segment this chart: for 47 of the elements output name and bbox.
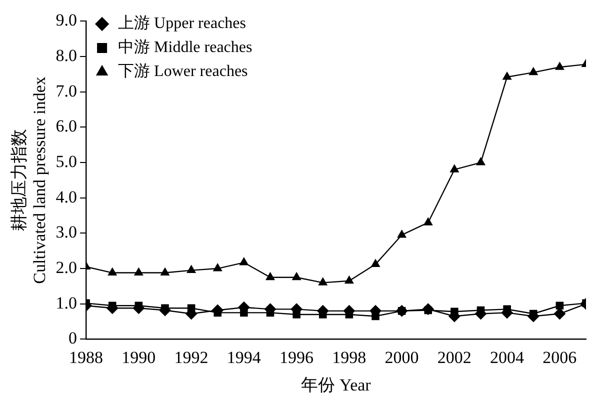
point — [396, 304, 408, 317]
x-tick-label: 2000 — [384, 348, 419, 367]
point — [554, 62, 564, 70]
x-tick-label: 1988 — [69, 348, 104, 367]
point — [450, 164, 460, 172]
y-tick-label: 4.0 — [56, 187, 78, 206]
y-tick-label: 5.0 — [56, 152, 78, 171]
point — [502, 72, 512, 80]
x-axis-title: 年份 Year — [301, 375, 372, 394]
y-tick-label: 2.0 — [56, 258, 78, 277]
point — [239, 257, 249, 266]
y-tick-label: 3.0 — [56, 222, 78, 242]
point — [108, 267, 118, 276]
x-tick-label: 1992 — [174, 348, 208, 367]
point — [292, 272, 302, 280]
y-axis-title: 耕地压力指数 Cultivated land pressure index — [10, 76, 50, 284]
y-tick-label: 7.0 — [56, 81, 78, 100]
y-tick-label: 0 — [68, 328, 78, 348]
y-tick-label: 8.0 — [56, 46, 78, 65]
x-tick-label: 2006 — [542, 348, 577, 367]
y-tick-label: 1.0 — [56, 293, 78, 312]
point — [528, 66, 538, 76]
point — [397, 229, 407, 238]
point — [476, 157, 486, 166]
point — [160, 267, 170, 276]
x-tick-label: 1998 — [332, 348, 366, 367]
point — [265, 272, 276, 280]
x-tick-label: 2004 — [490, 348, 525, 367]
x-tick-label: 1996 — [280, 348, 314, 367]
point — [318, 277, 328, 286]
x-tick-label: 1994 — [226, 348, 262, 367]
y-tick-label: 6.0 — [56, 116, 78, 136]
point — [423, 217, 433, 226]
point — [344, 275, 354, 284]
legend-label: 中游 Middle reaches — [118, 38, 252, 56]
point — [186, 264, 196, 274]
point — [212, 263, 222, 272]
point — [370, 258, 380, 268]
point — [422, 303, 434, 316]
y-tick-label: 9.0 — [56, 10, 78, 30]
point — [556, 302, 564, 310]
legend-label: 上游 Upper reaches — [118, 14, 246, 32]
point — [134, 267, 144, 276]
x-tick-label: 1990 — [122, 348, 156, 367]
point — [158, 304, 171, 316]
legend-label: 下游 Lower reaches — [118, 63, 248, 80]
x-tick-label: 2002 — [437, 348, 472, 367]
